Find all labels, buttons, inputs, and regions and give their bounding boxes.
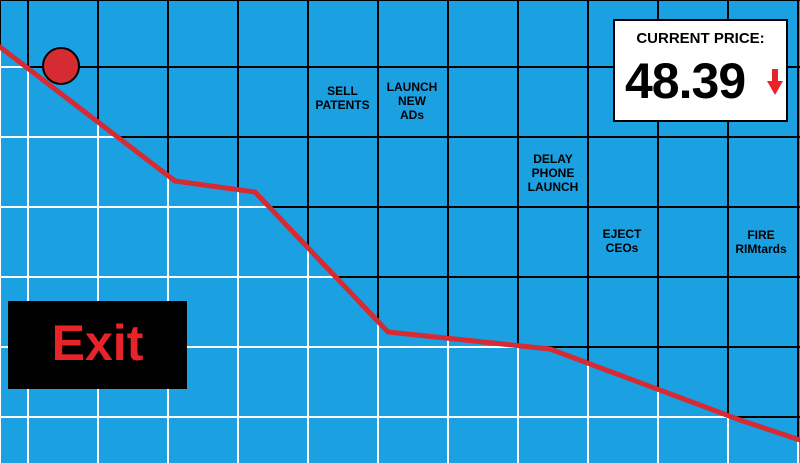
price-line	[0, 44, 800, 443]
exit-button-label: Exit	[51, 315, 144, 371]
event-eject-ceos[interactable]: EJECT CEOs	[602, 227, 642, 255]
event-sell-patents[interactable]: SELL PATENTS	[315, 84, 370, 112]
event-delay-phone-launch[interactable]: DELAY PHONE LAUNCH	[527, 152, 579, 194]
current-price-value: 48.39	[625, 53, 746, 109]
event-fire-rimtards[interactable]: FIRE RIMtards	[735, 228, 787, 256]
current-price-title: CURRENT PRICE:	[636, 30, 765, 47]
exit-button[interactable]: Exit	[8, 301, 187, 389]
event-launch-new-ads[interactable]: LAUNCH NEW ADs	[386, 80, 438, 122]
current-price-panel: CURRENT PRICE: 48.39	[613, 19, 788, 122]
red-circle-icon[interactable]	[42, 47, 80, 85]
down-arrow-icon	[767, 69, 783, 95]
